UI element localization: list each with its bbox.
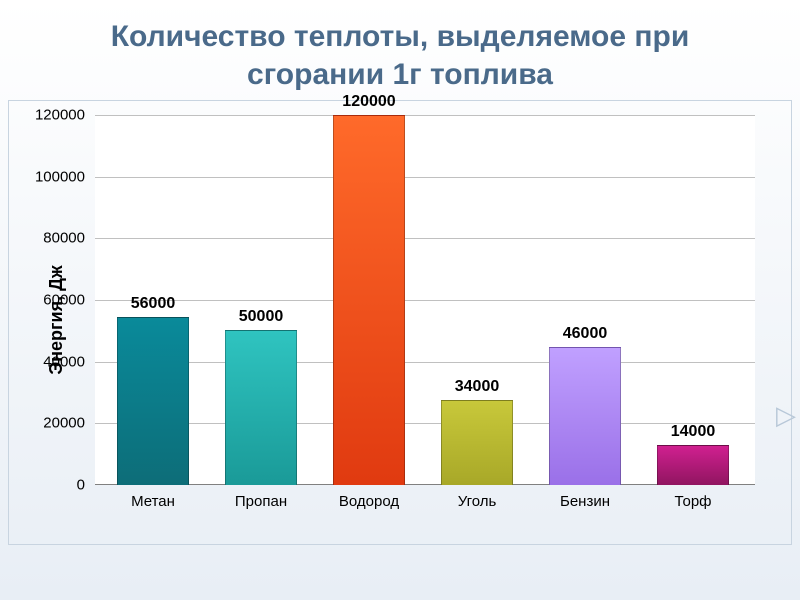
gridline: [95, 362, 755, 363]
y-tick-label: 40000: [20, 353, 85, 370]
gridline: [95, 115, 755, 116]
bar-value-label: 120000: [342, 93, 395, 111]
bar: [117, 317, 189, 485]
x-axis-baseline: [95, 484, 755, 485]
bar: [657, 445, 729, 485]
bar: [549, 347, 621, 485]
gridline: [95, 177, 755, 178]
bar-value-label: 14000: [671, 423, 716, 441]
bar-value-label: 46000: [563, 325, 608, 343]
gridline: [95, 423, 755, 424]
slide-title: Количество теплоты, выделяемое при сгора…: [0, 0, 800, 101]
plot-area: 02000040000600008000010000012000056000Ме…: [95, 115, 755, 485]
chart: Энергия, Дж 0200004000060000800001000001…: [0, 105, 800, 535]
x-tick-label: Метан: [131, 493, 175, 510]
x-tick-label: Водород: [339, 493, 399, 510]
y-tick-label: 60000: [20, 292, 85, 309]
bar-value-label: 50000: [239, 308, 284, 326]
y-tick-label: 20000: [20, 415, 85, 432]
y-tick-label: 0: [20, 477, 85, 494]
x-tick-label: Бензин: [560, 493, 610, 510]
bar-value-label: 56000: [131, 295, 176, 313]
bar: [441, 400, 513, 485]
bar: [333, 115, 405, 485]
bar: [225, 330, 297, 485]
y-tick-label: 100000: [20, 168, 85, 185]
y-tick-label: 120000: [20, 107, 85, 124]
x-tick-label: Торф: [674, 493, 711, 510]
gridline: [95, 300, 755, 301]
x-tick-label: Уголь: [458, 493, 497, 510]
gridline: [95, 238, 755, 239]
bar-value-label: 34000: [455, 378, 500, 396]
next-arrow-icon[interactable]: ▷: [776, 400, 796, 431]
slide: Количество теплоты, выделяемое при сгора…: [0, 0, 800, 600]
x-tick-label: Пропан: [235, 493, 287, 510]
y-tick-label: 80000: [20, 230, 85, 247]
